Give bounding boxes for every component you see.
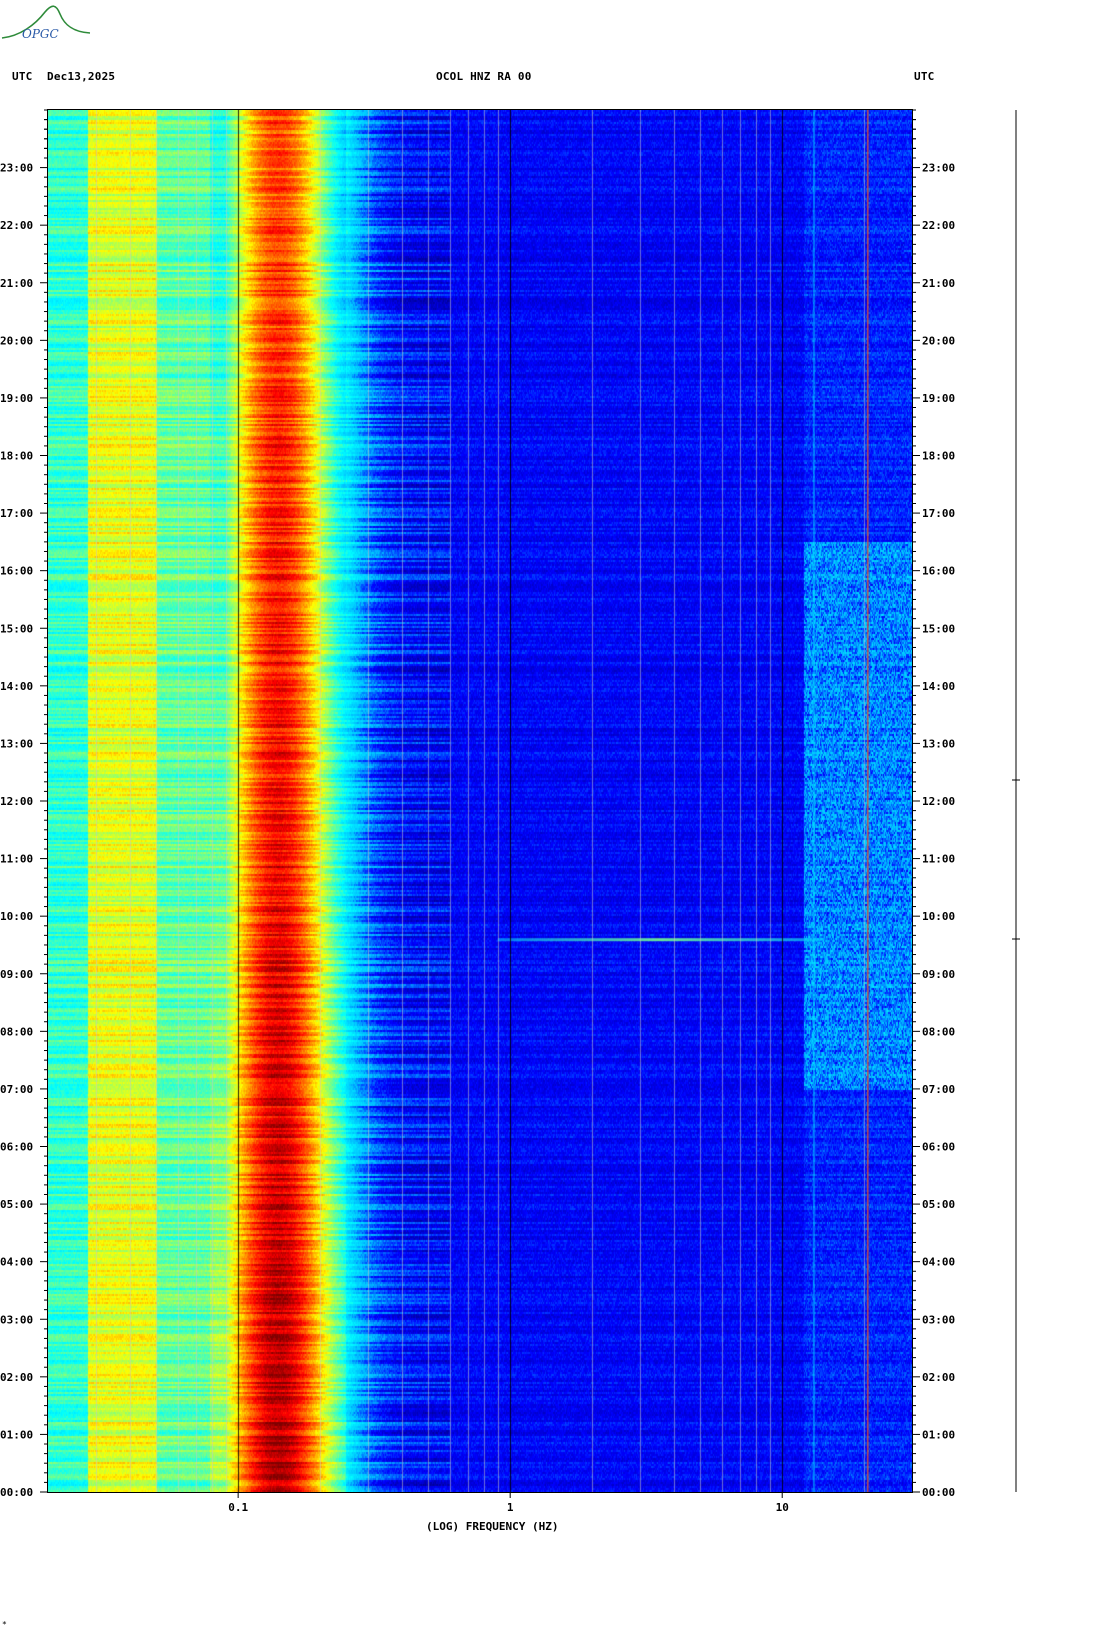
y-tick-label-left: 05:00 (0, 1198, 33, 1211)
x-tick-label: 0.1 (228, 1501, 248, 1514)
y-tick-label-right: 16:00 (922, 565, 955, 578)
y-tick-label-right: 01:00 (922, 1428, 955, 1441)
y-tick-label-left: 19:00 (0, 392, 33, 405)
y-tick-label-right: 19:00 (922, 392, 955, 405)
y-tick-label-right: 05:00 (922, 1198, 955, 1211)
y-tick-label-right: 11:00 (922, 853, 955, 866)
y-tick-label-right: 02:00 (922, 1371, 955, 1384)
y-tick-label-left: 03:00 (0, 1313, 33, 1326)
y-tick-label-left: 11:00 (0, 853, 33, 866)
y-tick-label-left: 21:00 (0, 277, 33, 290)
corner-mark: * (2, 1620, 7, 1629)
x-axis-label: (LOG) FREQUENCY (HZ) (426, 1520, 559, 1533)
y-tick-label-left: 07:00 (0, 1083, 33, 1096)
y-tick-label-left: 14:00 (0, 680, 33, 693)
y-tick-label-right: 08:00 (922, 1025, 955, 1038)
opgc-logo: OPGC (1, 5, 91, 41)
y-tick-label-left: 01:00 (0, 1428, 33, 1441)
y-tick-label-left: 00:00 (0, 1486, 33, 1499)
y-tick-label-right: 07:00 (922, 1083, 955, 1096)
y-tick-label-right: 12:00 (922, 795, 955, 808)
y-tick-label-left: 06:00 (0, 1141, 33, 1154)
y-tick-label-left: 15:00 (0, 622, 33, 635)
y-tick-label-right: 21:00 (922, 277, 955, 290)
y-tick-label-right: 20:00 (922, 334, 955, 347)
y-tick-label-left: 02:00 (0, 1371, 33, 1384)
y-tick-label-left: 23:00 (0, 162, 33, 175)
y-tick-label-right: 13:00 (922, 737, 955, 750)
utc-right-label: UTC (914, 70, 935, 83)
y-tick-label-right: 09:00 (922, 968, 955, 981)
y-tick-label-left: 17:00 (0, 507, 33, 520)
utc-left-label: UTC (12, 70, 33, 83)
y-tick-label-right: 00:00 (922, 1486, 955, 1499)
y-tick-label-left: 09:00 (0, 968, 33, 981)
y-tick-label-left: 18:00 (0, 450, 33, 463)
y-tick-label-right: 15:00 (922, 622, 955, 635)
y-tick-label-left: 20:00 (0, 334, 33, 347)
y-tick-label-right: 17:00 (922, 507, 955, 520)
spectrogram-heatmap (48, 110, 912, 1492)
y-tick-label-right: 10:00 (922, 910, 955, 923)
logo-text: OPGC (22, 27, 59, 41)
y-tick-label-right: 06:00 (922, 1141, 955, 1154)
y-tick-label-right: 22:00 (922, 219, 955, 232)
y-tick-label-left: 12:00 (0, 795, 33, 808)
y-tick-label-left: 04:00 (0, 1256, 33, 1269)
y-tick-label-left: 13:00 (0, 737, 33, 750)
y-tick-label-right: 23:00 (922, 162, 955, 175)
x-tick-label: 1 (507, 1501, 514, 1514)
station-title: OCOL HNZ RA 00 (436, 70, 532, 83)
y-tick-label-left: 16:00 (0, 565, 33, 578)
y-tick-label-left: 10:00 (0, 910, 33, 923)
x-tick-label: 10 (776, 1501, 789, 1514)
date-label: Dec13,2025 (47, 70, 116, 83)
y-tick-label-right: 14:00 (922, 680, 955, 693)
y-tick-label-left: 22:00 (0, 219, 33, 232)
y-tick-label-right: 18:00 (922, 450, 955, 463)
y-tick-label-right: 03:00 (922, 1313, 955, 1326)
y-tick-label-left: 08:00 (0, 1025, 33, 1038)
y-tick-label-right: 04:00 (922, 1256, 955, 1269)
plot-frame (47, 109, 913, 1493)
